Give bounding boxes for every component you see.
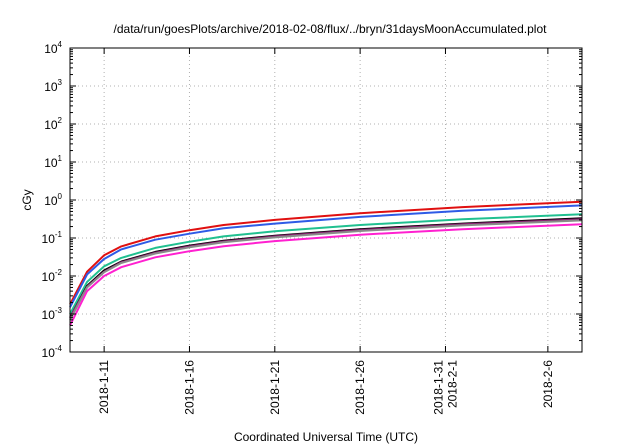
y-tick-label: 10-2	[42, 268, 63, 284]
series-line	[69, 213, 583, 315]
chart-title: /data/run/goesPlots/archive/2018-02-08/f…	[114, 22, 548, 36]
x-tick-label: 2018-1-11	[97, 360, 111, 414]
x-tick-label: 2018-2-1	[445, 360, 459, 408]
x-tick-label: 2018-1-21	[268, 360, 282, 415]
grid	[70, 48, 582, 352]
series-line	[69, 204, 583, 308]
x-tick-label: 2018-2-6	[541, 360, 555, 408]
y-tick-label: 10-1	[42, 230, 63, 246]
series-line	[69, 200, 583, 305]
x-tick-label: 2018-1-26	[353, 360, 367, 415]
y-tick-label: 102	[44, 116, 62, 132]
y-tick-label: 10-4	[42, 344, 63, 360]
y-axis-label: cGy	[20, 189, 34, 210]
x-tick-label: 2018-1-16	[182, 360, 196, 415]
y-tick-label: 100	[44, 192, 62, 208]
series-line	[69, 219, 583, 321]
x-tick-label: 2018-1-31	[431, 360, 445, 415]
y-tick-label: 10-3	[42, 306, 63, 322]
y-tick-label: 104	[44, 40, 62, 56]
x-axis: 2018-1-11 2018-1-16 2018-1-21 2018-1-26 2018…	[97, 48, 555, 415]
series-group	[69, 200, 583, 326]
y-tick-label: 103	[44, 78, 62, 94]
series-line	[69, 223, 583, 326]
x-axis-label: Coordinated Universal Time (UTC)	[234, 430, 418, 444]
y-tick-label: 101	[44, 154, 62, 170]
